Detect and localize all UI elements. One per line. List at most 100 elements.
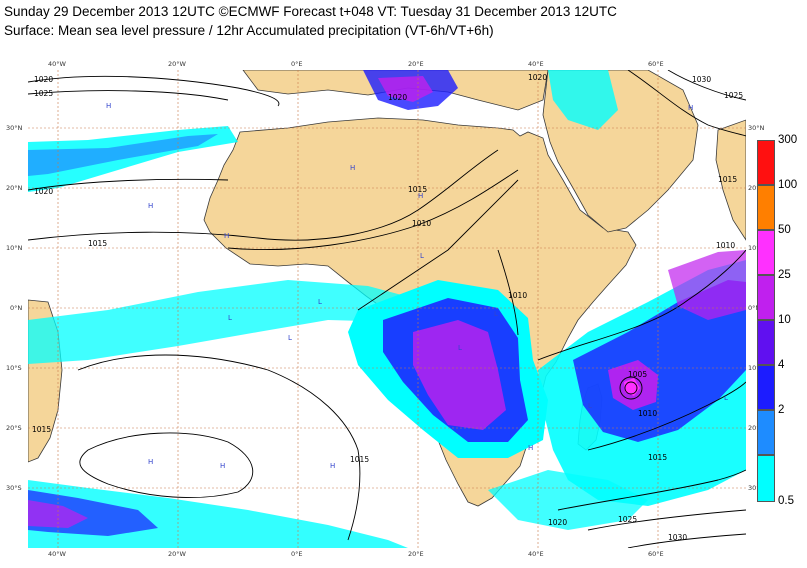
pressure-center: L: [318, 298, 322, 306]
lon-label-top-20e: 20°E: [408, 60, 424, 68]
lat-label-right-20n: 20°N: [748, 184, 764, 192]
lon-label-bottom-0e: 0°E: [291, 550, 303, 558]
contour-label: 1010: [716, 241, 735, 250]
pressure-center: L: [588, 402, 592, 410]
legend-swatch-25: [757, 275, 775, 320]
pressure-center: H: [224, 232, 229, 240]
contour-label: 1030: [668, 533, 687, 542]
lon-label-bottom-40w: 40°W: [48, 550, 66, 558]
pressure-center: H: [688, 104, 693, 112]
contour-label: 1020: [528, 73, 547, 82]
pressure-center: L: [228, 314, 232, 322]
pressure-center: H: [350, 164, 355, 172]
contour-label: 1015: [88, 239, 107, 248]
pressure-center: L: [724, 394, 728, 402]
contour-label: 1020: [34, 75, 53, 84]
contour-label: 1015: [648, 453, 667, 462]
lat-label-right-30s: 30°S: [748, 484, 764, 492]
pressure-center: L: [420, 252, 424, 260]
title-line-2: Surface: Mean sea level pressure / 12hr …: [4, 23, 494, 38]
lat-label-right-10n: 10°N: [748, 244, 764, 252]
precip-equatorial-band: [28, 280, 428, 364]
india-land: [715, 119, 746, 241]
pressure-center: H: [148, 202, 153, 210]
pressure-center: H: [106, 102, 111, 110]
map-annotations: 1020 1025 1020 1015 1015 1010 1010 1005 …: [32, 73, 743, 542]
precip-ne-indian: [668, 250, 746, 320]
contour-label: 1010: [412, 219, 431, 228]
legend-label-25: 25: [778, 269, 791, 281]
chart-header: Sunday 29 December 2013 12UTC ©ECMWF For…: [4, 2, 804, 40]
pressure-center: H: [528, 444, 533, 452]
lon-label-bottom-40e: 40°E: [528, 550, 544, 558]
pressure-center: H: [148, 458, 153, 466]
lat-label-left-10s: 10°S: [6, 364, 22, 372]
contour-label: 1025: [34, 89, 53, 98]
lon-label-top-40w: 40°W: [48, 60, 66, 68]
contour-label: 1015: [32, 425, 51, 434]
legend-label-100: 100: [778, 179, 798, 191]
lon-label-bottom-60e: 60°E: [648, 550, 664, 558]
legend-label-300: 300: [778, 134, 798, 146]
lat-label-left-20n: 20°N: [6, 184, 23, 192]
contour-label: 1020: [388, 93, 407, 102]
pressure-center: L: [458, 344, 462, 352]
lat-label-left-10n: 10°N: [6, 244, 23, 252]
contour-label: 1005: [628, 370, 647, 379]
legend-label-2: 2: [778, 404, 785, 416]
legend-label-50: 50: [778, 224, 791, 236]
contour-label: 1015: [350, 455, 369, 464]
lat-label-right-20s: 20°S: [748, 424, 764, 432]
lat-label-left-20s: 20°S: [6, 424, 22, 432]
map-canvas: 40°W: [28, 70, 746, 548]
legend-swatch-0-5: [757, 455, 775, 502]
contour-label: 1025: [724, 91, 743, 100]
pressure-center: L: [288, 334, 292, 342]
contour-label: 1015: [718, 175, 737, 184]
precip-eastern-med: [548, 70, 618, 130]
legend-swatch-4: [757, 365, 775, 410]
lon-label-bottom-20w: 20°W: [168, 550, 186, 558]
lon-label-top-60e: 60°E: [648, 60, 664, 68]
lat-label-right-10s: 10°S: [748, 364, 764, 372]
precipitation-group: [28, 70, 746, 548]
precip-nw-atlantic-2: [28, 134, 218, 176]
precip-central-africa-purple: [413, 320, 506, 430]
lon-label-top-20w: 20°W: [168, 60, 186, 68]
legend-swatch-10: [757, 320, 775, 365]
contour-label: 1010: [638, 409, 657, 418]
legend-label-10: 10: [778, 314, 791, 326]
pressure-center: L: [494, 310, 498, 318]
title-line-1: Sunday 29 December 2013 12UTC ©ECMWF For…: [4, 4, 617, 19]
lat-label-left-30s: 30°S: [6, 484, 22, 492]
precip-se-tail: [488, 470, 648, 530]
contour-label: 1025: [618, 515, 637, 524]
legend-label-0-5: 0.5: [778, 495, 794, 507]
legend-swatch-2: [757, 410, 775, 455]
contour-label: 1020: [34, 187, 53, 196]
lon-label-top-40e: 40°E: [528, 60, 544, 68]
contour-label: 1020: [548, 518, 567, 527]
lat-label-right-0n: 0°N: [748, 304, 761, 312]
legend-swatch-300: [757, 140, 775, 185]
lat-label-left-0n: 0°N: [10, 304, 23, 312]
lon-label-bottom-20e: 20°E: [408, 550, 424, 558]
precipitation-legend: 300 100 50 25 10 4 2 0.5: [757, 134, 798, 507]
pressure-center: H: [220, 462, 225, 470]
lat-label-right-30n: 30°N: [748, 124, 765, 132]
pressure-center: H: [418, 192, 423, 200]
precip-indian-ocean-blue: [573, 280, 746, 442]
map-area: 40°W 40°W 20°W 0°E 20°E 40°E 60°E 40°W 2…: [6, 60, 764, 558]
legend-swatch-50: [757, 230, 775, 275]
contour-label: 1010: [508, 291, 527, 300]
contour-label: 1030: [692, 75, 711, 84]
lon-label-top-0e: 0°E: [291, 60, 303, 68]
legend-swatch-100: [757, 185, 775, 230]
contour-label: 1015: [408, 185, 427, 194]
precip-mediterranean-purple: [378, 76, 433, 102]
pressure-center: L: [676, 304, 680, 312]
lat-label-left-30n: 30°N: [6, 124, 23, 132]
legend-label-4: 4: [778, 359, 785, 371]
pressure-center: H: [330, 462, 335, 470]
isobars: [28, 70, 746, 548]
